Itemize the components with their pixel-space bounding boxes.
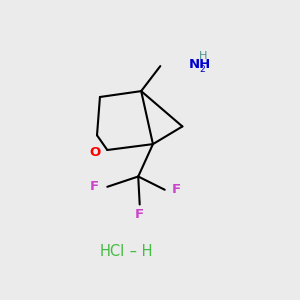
- Text: H: H: [199, 51, 208, 62]
- Text: F: F: [89, 180, 99, 193]
- Text: HCl: HCl: [100, 244, 125, 259]
- Text: F: F: [135, 208, 144, 221]
- Text: F: F: [172, 183, 181, 196]
- Text: NH: NH: [188, 58, 211, 71]
- Text: 2: 2: [200, 64, 205, 74]
- Text: – H: – H: [125, 244, 152, 259]
- Text: O: O: [89, 146, 100, 159]
